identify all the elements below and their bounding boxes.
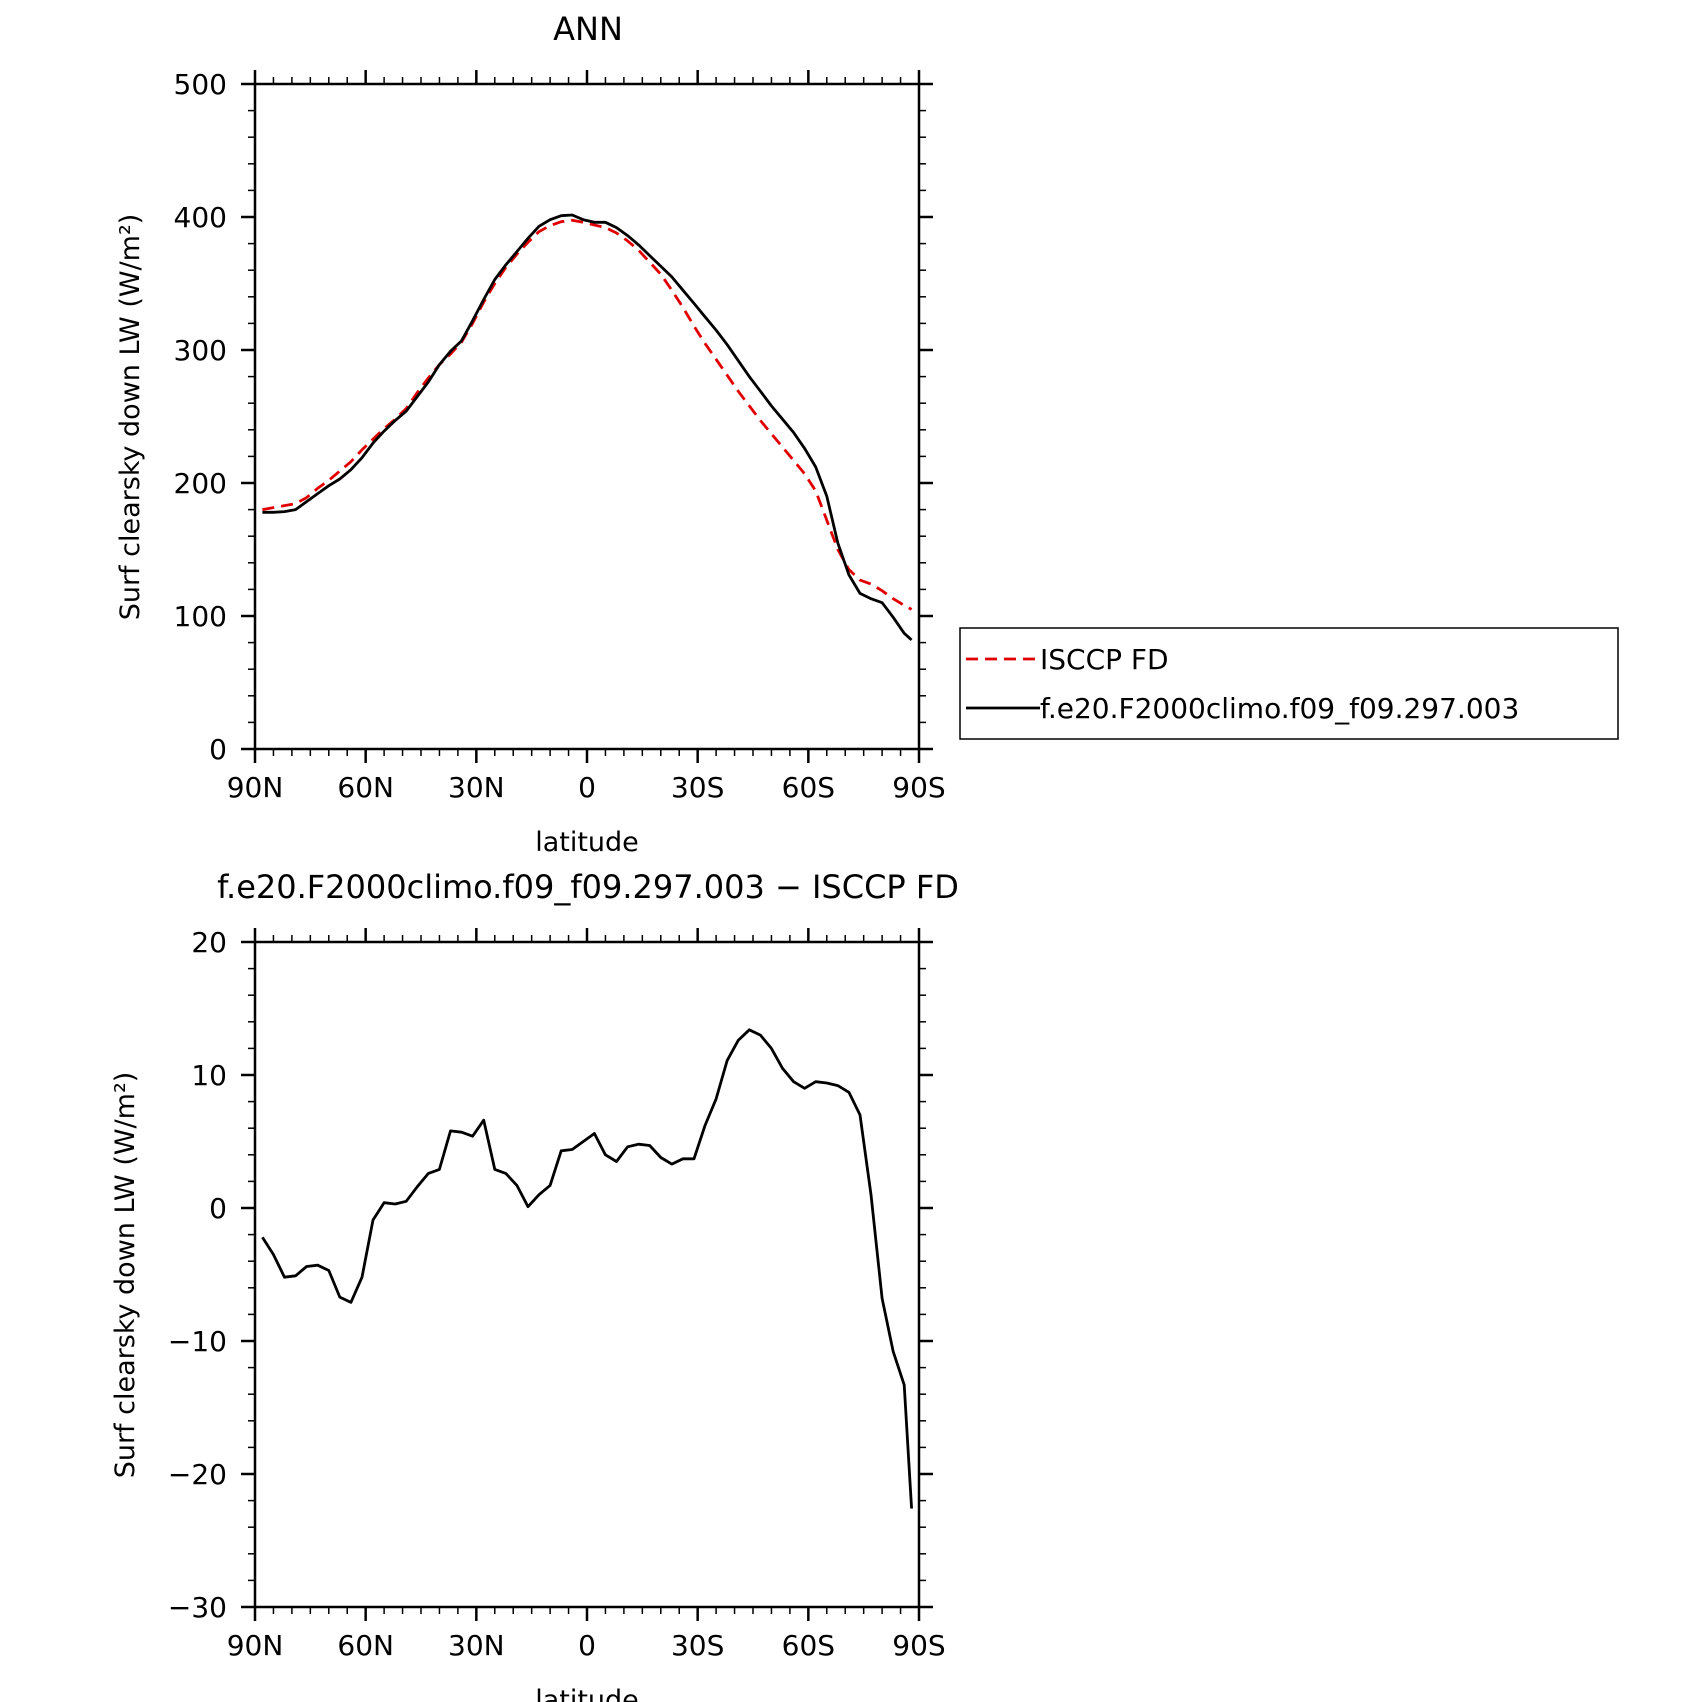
top-x-tick-label: 90N	[227, 771, 284, 804]
top-y-tick-label: 500	[174, 68, 227, 101]
top-x-tick-labels: 90N 60N 30N 0 30S 60S 90S	[227, 771, 946, 804]
top-ticks	[241, 70, 933, 763]
bottom-plot-frame	[253, 940, 921, 1609]
top-panel: ANN 0 100 200 300 400 500 90N 60N 30N 0 30S 60S 90S…	[115, 10, 946, 858]
top-plot-frame	[253, 82, 921, 751]
bottom-y-axis-label: Surf clearsky down LW (W/m²)	[110, 1072, 141, 1479]
top-y-tick-label: 100	[174, 600, 227, 633]
top-x-tick-label: 60S	[782, 771, 835, 804]
top-series	[262, 213, 913, 641]
bottom-x-axis-label: latitude	[535, 1685, 639, 1702]
top-x-tick-label: 0	[578, 771, 596, 804]
bottom-panel: f.e20.F2000climo.f09_f09.297.003 − ISCCP…	[110, 868, 959, 1702]
bottom-x-tick-label: 60S	[782, 1629, 835, 1662]
bottom-x-tick-label: 90N	[227, 1629, 284, 1662]
bottom-y-tick-label: 20	[191, 926, 227, 959]
bottom-y-tick-label: 10	[191, 1059, 227, 1092]
legend-box	[959, 627, 1619, 740]
legend-label-isccp: ISCCP FD	[1040, 643, 1169, 676]
top-x-axis-label: latitude	[535, 827, 639, 858]
bottom-y-tick-label: 0	[209, 1192, 227, 1225]
bottom-title: f.e20.F2000climo.f09_f09.297.003 − ISCCP…	[217, 868, 959, 906]
bottom-y-tick-label: −30	[168, 1591, 227, 1624]
bottom-y-tick-labels: −30 −20 −10 0 10 20	[168, 926, 227, 1624]
bottom-x-tick-label: 30N	[448, 1629, 505, 1662]
bottom-series-line-model	[261, 1028, 913, 1509]
top-y-axis-label: Surf clearsky down LW (W/m²)	[115, 214, 146, 621]
top-x-tick-label: 30S	[671, 771, 724, 804]
bottom-x-tick-label: 0	[578, 1629, 596, 1662]
bottom-y-tick-label: −20	[168, 1458, 227, 1491]
top-y-tick-label: 200	[174, 467, 227, 500]
top-series-line-model	[262, 213, 913, 641]
top-y-tick-label: 400	[174, 201, 227, 234]
top-series-line-isccp	[262, 218, 913, 611]
top-title: ANN	[553, 10, 623, 48]
bottom-series	[261, 1028, 913, 1509]
top-y-tick-labels: 0 100 200 300 400 500	[174, 68, 227, 766]
top-y-tick-label: 0	[209, 733, 227, 766]
bottom-y-tick-label: −10	[168, 1325, 227, 1358]
bottom-x-tick-labels: 90N 60N 30N 0 30S 60S 90S	[227, 1629, 946, 1662]
bottom-x-tick-label: 30S	[671, 1629, 724, 1662]
legend-label-model: f.e20.F2000climo.f09_f09.297.003	[1040, 692, 1519, 725]
bottom-x-tick-label: 60N	[337, 1629, 394, 1662]
legend: ISCCP FD f.e20.F2000climo.f09_f09.297.00…	[959, 627, 1619, 740]
bottom-ticks	[241, 928, 933, 1621]
top-y-tick-label: 300	[174, 334, 227, 367]
bottom-x-tick-label: 90S	[892, 1629, 945, 1662]
top-x-tick-label: 90S	[892, 771, 945, 804]
top-x-tick-label: 60N	[337, 771, 394, 804]
top-x-tick-label: 30N	[448, 771, 505, 804]
